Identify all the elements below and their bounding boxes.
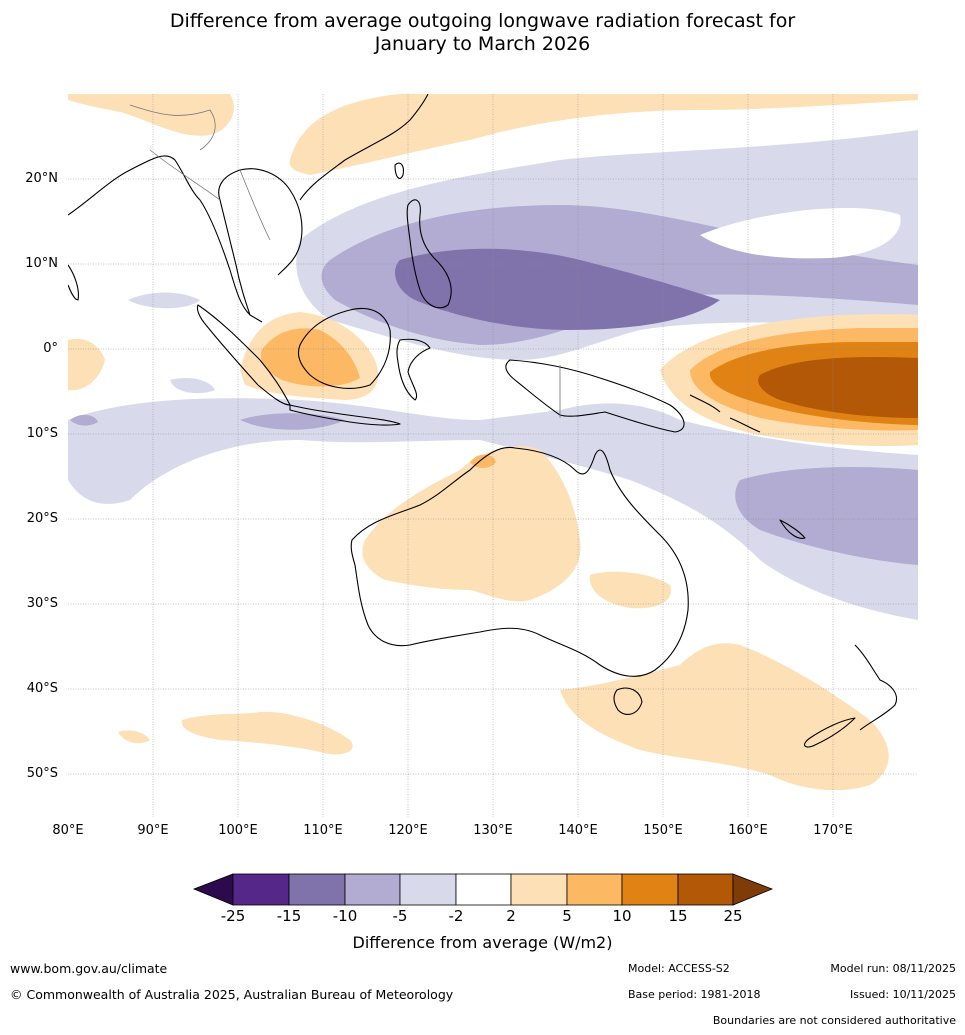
anomaly-light-orange-coral-sea — [589, 571, 671, 609]
lat-label-20n: 20°N — [25, 171, 58, 186]
colorbar-bin-4 — [399, 873, 457, 906]
boundary-disclaimer: Boundaries are not considered authoritat… — [712, 1014, 956, 1027]
lon-label-170e: 170°E — [813, 823, 853, 838]
lat-label-50s: 50°S — [26, 766, 58, 781]
lat-label-30s: 30°S — [26, 596, 58, 611]
colorbar-bin-2 — [288, 873, 346, 906]
model-run-date: Model run: 08/11/2025 — [830, 962, 956, 975]
colorbar-tick: 2 — [506, 907, 516, 925]
lon-label-100e: 100°E — [218, 823, 258, 838]
lat-label-20s: 20°S — [26, 511, 58, 526]
coastline-philippines — [406, 199, 452, 309]
colorbar-tick: -15 — [276, 907, 302, 925]
coastline-borneo — [297, 307, 391, 389]
title-line-2: January to March 2026 — [374, 33, 591, 55]
colorbar-bin-1 — [232, 873, 290, 906]
anomaly-light-orange-nw — [68, 94, 234, 136]
lat-label-10s: 10°S — [26, 426, 58, 441]
colorbar-extend-low — [192, 873, 234, 906]
coastline-sumatra — [196, 304, 291, 406]
coastline-new-zealand-north — [854, 644, 898, 731]
colorbar-bin-6 — [510, 873, 568, 906]
coastline-java — [289, 404, 401, 426]
anomaly-near-zero-pacific — [700, 207, 901, 259]
colorbar-bin-3 — [344, 873, 401, 906]
anomaly-light-orange-australia — [362, 446, 581, 602]
lat-label-40s: 40°S — [26, 681, 58, 696]
lon-label-160e: 160°E — [728, 823, 768, 838]
anomaly-light-orange-north — [289, 94, 918, 175]
coastline-new-guinea — [505, 359, 685, 433]
colorbar-extend-high — [732, 873, 774, 906]
colorbar-tick: 10 — [612, 907, 632, 925]
coastline-india-tip — [68, 264, 79, 301]
coastline-new-caledonia — [779, 519, 806, 539]
colorbar-tick: -5 — [392, 907, 408, 925]
base-period: Base period: 1981-2018 — [628, 988, 761, 1001]
lon-label-110e: 110°E — [303, 823, 343, 838]
coastline-new-zealand-south — [804, 717, 856, 748]
coastline-asia — [68, 94, 429, 323]
coastline-sulawesi — [396, 338, 431, 401]
copyright-text: © Commonwealth of Australia 2025, Austra… — [10, 987, 454, 1002]
coastline-taiwan — [394, 162, 404, 179]
colorbar-tick: -10 — [332, 907, 358, 925]
colorbar-tick: 5 — [562, 907, 572, 925]
coastline-solomon-islands — [689, 394, 761, 433]
colorbar — [192, 873, 774, 906]
anomaly-patch-light-purple-small — [128, 292, 215, 394]
title-line-1: Difference from average outgoing longwav… — [169, 10, 796, 32]
lat-label-10n: 10°N — [25, 256, 58, 271]
colorbar-label: Difference from average (W/m2) — [352, 933, 613, 952]
colorbar-tick: 25 — [723, 907, 743, 925]
colorbar-bin-9 — [677, 873, 734, 906]
map-area — [68, 94, 918, 817]
lon-label-80e: 80°E — [52, 823, 84, 838]
colorbar-tick: -2 — [448, 907, 464, 925]
anomaly-orange-borneo — [260, 328, 360, 387]
coastlines — [68, 94, 898, 748]
anomaly-light-orange-indian-ocean — [118, 711, 353, 755]
lon-label-120e: 120°E — [388, 823, 428, 838]
lat-label-eq: 0° — [43, 341, 58, 356]
colorbar-tick: -25 — [220, 907, 246, 925]
coastline-australia — [350, 446, 689, 677]
anomaly-band-light-purple-west — [68, 398, 918, 620]
lon-label-150e: 150°E — [643, 823, 683, 838]
anomaly-deepest-orange-pacific — [758, 356, 918, 418]
lon-label-140e: 140°E — [558, 823, 598, 838]
website-link[interactable]: www.bom.gov.au/climate — [10, 961, 168, 976]
colorbar-bin-7 — [566, 873, 623, 906]
colorbar-tick: 15 — [668, 907, 688, 925]
anomaly-light-orange-tasman — [560, 643, 889, 791]
anomaly-core-dark-purple — [395, 248, 720, 330]
anomaly-patch-medium-purple-south — [735, 467, 918, 565]
anomaly-orange-kimberley — [470, 454, 496, 468]
model-name: Model: ACCESS-S2 — [628, 962, 730, 975]
colorbar-bin-8 — [621, 873, 679, 906]
country-boundaries — [129, 104, 561, 418]
issued-date: Issued: 10/11/2025 — [849, 988, 956, 1001]
lon-label-90e: 90°E — [137, 823, 169, 838]
anomaly-light-orange-west — [68, 338, 105, 391]
colorbar-bin-5 — [455, 873, 512, 906]
anomaly-patch-medium-purple-west — [70, 413, 345, 430]
coastline-tasmania — [613, 687, 643, 715]
chart-title: Difference from average outgoing longwav… — [0, 10, 965, 56]
graticule — [68, 94, 918, 817]
lon-label-130e: 130°E — [473, 823, 513, 838]
